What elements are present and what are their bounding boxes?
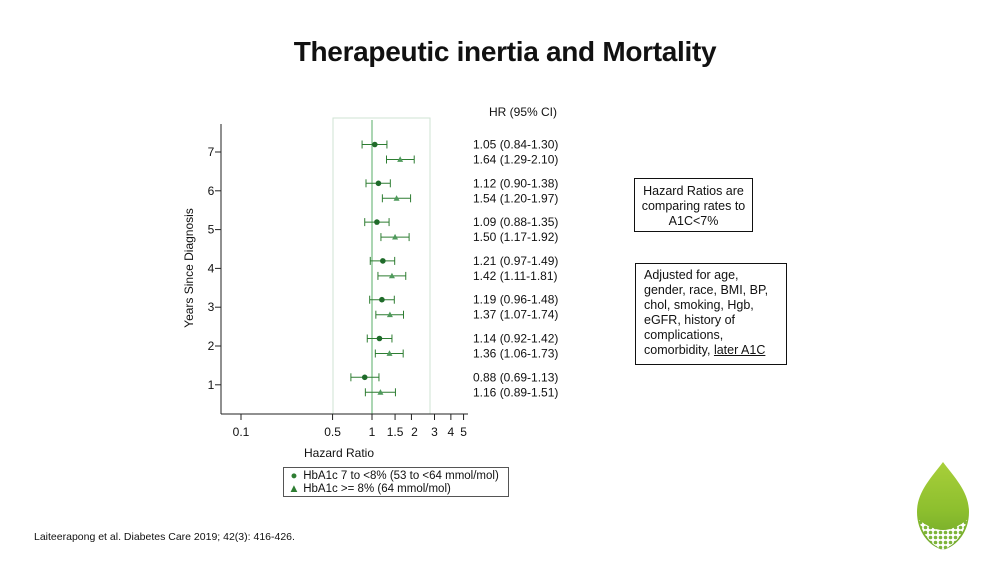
y-tick-label: 4 xyxy=(208,261,215,275)
hr-point-triangle xyxy=(377,389,384,395)
ci-value-label: 1.37 (1.07-1.74) xyxy=(473,308,558,322)
ci-value-label: 0.88 (0.69-1.13) xyxy=(473,370,558,384)
ci-value-label: 1.09 (0.88-1.35) xyxy=(473,215,558,229)
reference-band xyxy=(332,117,431,415)
y-tick-label: 3 xyxy=(208,300,215,314)
ci-value-label: 1.14 (0.92-1.42) xyxy=(473,332,558,346)
ci-column-header: HR (95% CI) xyxy=(489,105,557,119)
adjustment-note-underlined: later A1C xyxy=(713,343,766,357)
ci-value-label: 1.16 (0.89-1.51) xyxy=(473,385,558,399)
hr-point-circle xyxy=(361,374,368,381)
leaf-logo-icon xyxy=(917,462,969,550)
y-tick-label: 5 xyxy=(208,223,215,237)
y-tick-label: 1 xyxy=(208,378,215,392)
ci-value-label: 1.50 (1.17-1.92) xyxy=(473,230,558,244)
hr-point-triangle xyxy=(392,233,399,240)
hr-point-triangle xyxy=(393,195,400,201)
x-tick-label: 2 xyxy=(411,425,418,439)
x-tick-label: 1 xyxy=(369,425,376,439)
y-axis-label: Years Since Diagnosis xyxy=(182,208,196,328)
x-tick-label: 5 xyxy=(460,425,467,439)
x-tick-label: 4 xyxy=(448,425,455,439)
x-tick-label: 0.5 xyxy=(324,425,341,439)
hr-point-triangle xyxy=(386,350,393,356)
legend-item-triangle: ▲ HbA1c >= 8% (64 mmol/mol) xyxy=(288,482,451,496)
y-tick-label: 6 xyxy=(208,184,215,198)
legend-label-1: HbA1c 7 to <8% (53 to <64 mmol/mol) xyxy=(303,470,499,482)
hr-point-triangle xyxy=(388,272,395,279)
ci-value-label: 1.12 (0.90-1.38) xyxy=(473,176,558,190)
legend-label-2: HbA1c >= 8% (64 mmol/mol) xyxy=(303,483,451,495)
ci-value-label: 1.21 (0.97-1.49) xyxy=(473,254,558,268)
x-tick-label: 1.5 xyxy=(387,425,404,439)
circle-marker-icon: ● xyxy=(290,470,298,482)
hr-point-triangle xyxy=(386,311,393,318)
page-title: Therapeutic inertia and Mortality xyxy=(293,36,717,67)
hr-point-circle xyxy=(379,296,385,303)
x-tick-label: 3 xyxy=(431,425,438,439)
ci-value-label: 1.64 (1.29-2.10) xyxy=(473,153,558,167)
hr-point-circle xyxy=(375,180,382,187)
x-tick-label: 0.1 xyxy=(233,425,250,439)
adjustment-note-text: Adjusted for age, gender, race, BMI, BP,… xyxy=(644,268,769,357)
ci-value-label: 1.05 (0.84-1.30) xyxy=(473,138,558,152)
ci-value-label: 1.42 (1.11-1.81) xyxy=(473,269,558,283)
hr-point-circle xyxy=(380,258,386,264)
ci-value-label: 1.54 (1.20-1.97) xyxy=(473,191,558,205)
x-axis-label: Hazard Ratio xyxy=(304,446,374,460)
y-tick-label: 2 xyxy=(208,339,215,353)
ci-value-label: 1.19 (0.96-1.48) xyxy=(473,293,558,307)
hr-point-circle xyxy=(376,335,383,342)
adjustment-note: Adjusted for age, gender, race, BMI, BP,… xyxy=(635,263,787,365)
hazard-ratio-note: Hazard Ratios are comparing rates to A1C… xyxy=(634,178,753,232)
legend-item-circle: ● HbA1c 7 to <8% (53 to <64 mmol/mol) xyxy=(288,469,499,483)
citation: Laiteerapong et al. Diabetes Care 2019; … xyxy=(34,531,295,543)
hazard-ratio-note-text: Hazard Ratios are comparing rates to A1C… xyxy=(641,184,746,228)
triangle-marker-icon: ▲ xyxy=(288,483,300,495)
y-tick-label: 7 xyxy=(208,145,215,159)
ci-value-label: 1.36 (1.06-1.73) xyxy=(473,347,558,361)
hr-point-circle xyxy=(371,141,378,148)
hr-point-triangle xyxy=(397,156,404,162)
hr-point-circle xyxy=(374,219,380,225)
chart-legend: ● HbA1c 7 to <8% (53 to <64 mmol/mol) ▲ … xyxy=(283,467,509,497)
